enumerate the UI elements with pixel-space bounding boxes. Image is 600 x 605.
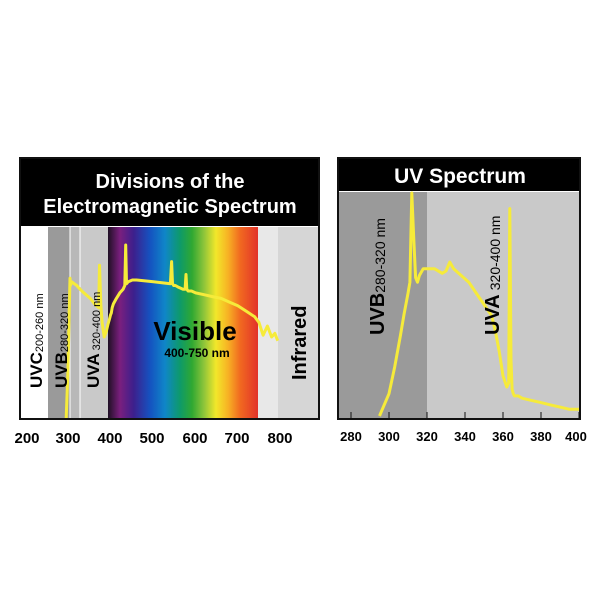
band-gap2-bg [258,227,278,418]
label-uvc-name: UVC [27,352,46,388]
uv-title-bar [339,159,579,191]
uv-x-tick: 320 [416,429,438,444]
em-x-tick: 300 [55,430,80,447]
label-infrared-name: Infrared [289,306,311,380]
uv-spectrum-line [378,191,579,417]
em-x-tick: 200 [14,430,39,447]
em-x-tick: 600 [182,430,207,447]
label-uvc: UVC200-260 nm [27,293,46,388]
uv-frame [337,157,581,420]
em-x-tick: 800 [267,430,292,447]
band-visible-bg [108,227,258,418]
uv-label-uva-range: 320-400 nm [487,216,503,291]
svg-text:UVC200-260 nm: UVC200-260 nm [27,293,46,388]
uv-label-uvb-range: 280-320 nm [372,218,388,293]
uv-label-uvb-name: UVB [367,293,389,335]
em-title-line-2: Electromagnetic Spectrum [43,196,296,218]
svg-text:UVB280-320 nm: UVB280-320 nm [367,218,389,335]
uv-label-uva-name: UVA [482,294,504,335]
uv-x-tick: 400 [565,429,587,444]
band-gap-bg [70,227,80,418]
svg-text:UVA320-400 nm: UVA 320-400 nm [84,292,103,388]
uv-x-tick: 300 [378,429,400,444]
uv-x-tick: 380 [530,429,552,444]
em-spectrum-line [64,243,280,419]
label-visible-range: 400-750 nm [164,346,229,360]
label-uva: UVA 320-400 nm [84,292,103,388]
uv-x-tick: 280 [340,429,362,444]
em-x-tick: 500 [139,430,164,447]
label-uva-range: 320-400 nm [91,292,103,351]
uv-x-ticks: 280 300 320 340 360 380 400 [340,429,587,444]
band-uvb-bg [48,227,70,418]
label-uvb-range: 280-320 nm [59,293,71,352]
em-title-line-1: Divisions of the [96,171,245,193]
band-uvc-bg [21,227,48,418]
em-title-bar [21,159,318,226]
uv-x-tick-marks [350,412,580,418]
uv-label-uvb: UVB280-320 nm [367,218,389,335]
uv-title: UV Spectrum [394,165,526,188]
svg-text:UVB280-320 nm: UVB280-320 nm [52,293,71,388]
em-x-ticks: 200 300 400 500 600 700 800 [14,430,292,447]
em-spectrum-chart: Divisions of the Electromagnetic Spectru… [14,157,320,447]
em-x-tick: 700 [224,430,249,447]
em-x-tick: 400 [97,430,122,447]
label-uvb-name: UVB [52,352,71,388]
uv-x-tick: 340 [454,429,476,444]
label-uva-name: UVA [84,353,103,388]
svg-text:UVA320-400 nm: UVA 320-400 nm [482,216,504,335]
label-infrared: Infrared [289,306,311,380]
label-uvb: UVB280-320 nm [52,293,71,388]
uv-label-uva: UVA 320-400 nm [482,216,504,335]
uv-spectrum-chart: UV Spectrum UVB280-320 nm UVA320-400 nm … [337,157,587,444]
band-infrared-bg [278,227,318,418]
label-visible-name: Visible [153,316,236,346]
label-uvc-range: 200-260 nm [34,293,46,352]
uv-x-tick: 360 [492,429,514,444]
em-band-backgrounds [21,227,318,418]
em-frame [19,157,320,420]
